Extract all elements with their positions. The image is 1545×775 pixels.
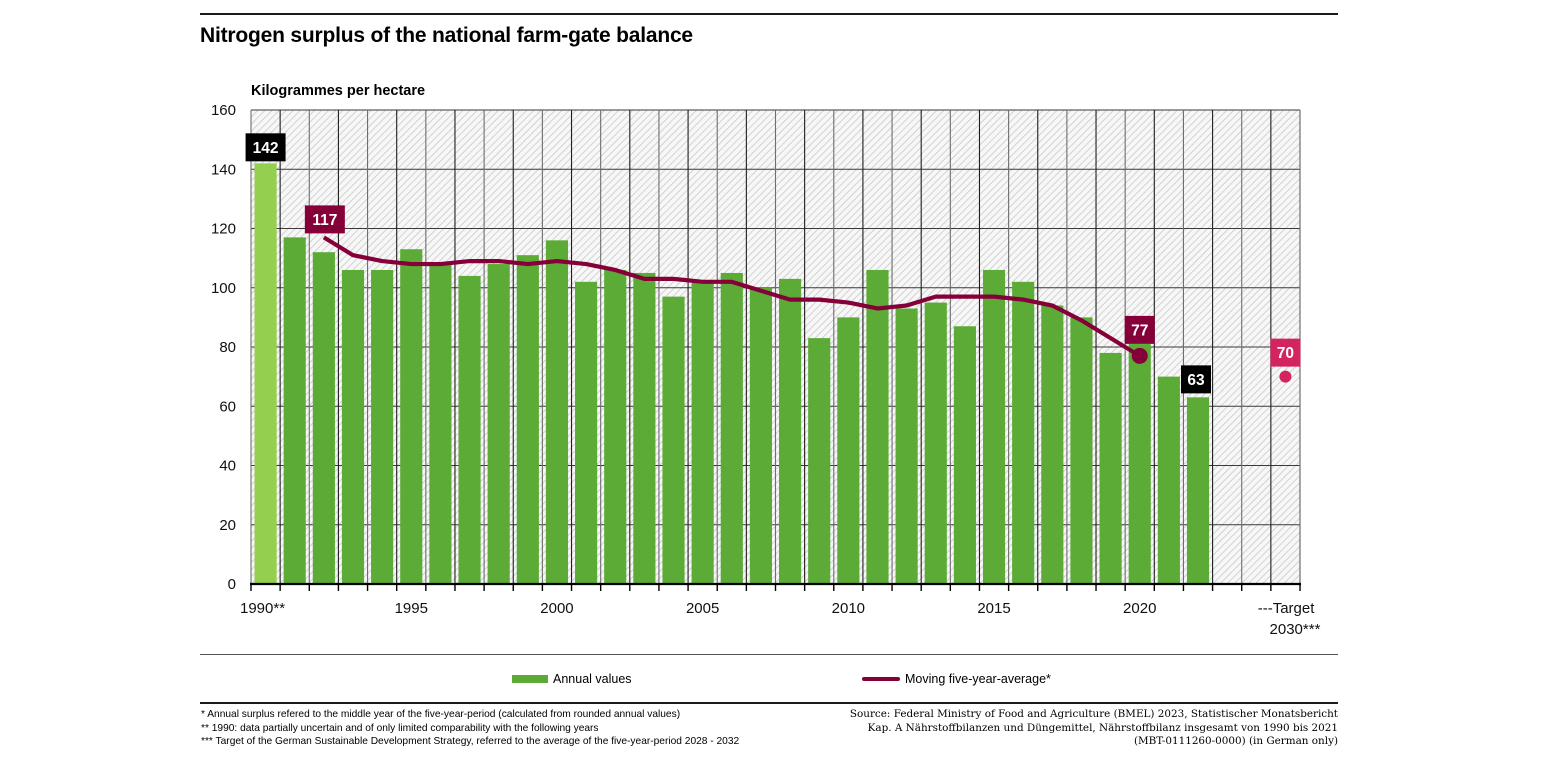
bar-1997 [458, 275, 481, 584]
legend-swatch-line [862, 677, 900, 681]
bar-2007 [749, 287, 773, 584]
x-tick-label: 2005 [686, 600, 719, 617]
y-tick-label: 120 [211, 221, 236, 238]
bar-1994 [371, 269, 394, 584]
data-label-142-text: 142 [253, 140, 279, 157]
source-line-3: (MBT-0111260-0000) (in German only) [1133, 735, 1338, 747]
y-tick-label: 100 [211, 280, 236, 297]
bar-2021 [1157, 376, 1180, 584]
data-label-63-text: 63 [1187, 372, 1205, 389]
data-label-77-text: 77 [1131, 322, 1148, 339]
x-tick-label: 2010 [832, 600, 865, 617]
x-tick-label-target: ---Target [1258, 600, 1316, 617]
source-note: Source: Federal Ministry of Food and Agr… [850, 708, 1338, 749]
data-label-117: 117 [304, 205, 345, 234]
data-label-117-text: 117 [312, 212, 337, 229]
bar-2008 [778, 278, 802, 584]
bar-2000 [545, 240, 569, 584]
bar-1991 [283, 237, 306, 584]
x-tick-label-target-year: 2030*** [1270, 621, 1321, 638]
footnote-rule [200, 702, 1338, 704]
data-label-142: 142 [245, 133, 286, 162]
bar-2010 [837, 317, 860, 584]
bar-1995 [400, 249, 423, 585]
moving-average-endpoint [1131, 347, 1148, 364]
legend-annual-values: Annual values [512, 672, 632, 686]
bar-1992 [312, 252, 335, 584]
gridlines [250, 109, 1301, 584]
data-label-117-box [304, 205, 345, 234]
x-tick-label: 1995 [395, 600, 428, 617]
legend-top-rule [200, 654, 1338, 655]
bar-1998 [487, 264, 510, 584]
bar-2014 [953, 326, 976, 584]
bar-2009 [808, 338, 831, 584]
bar-2012 [895, 308, 918, 584]
data-label-63-box [1181, 365, 1212, 394]
x-tick-label: 2020 [1123, 600, 1156, 617]
bar-2006 [720, 272, 743, 584]
footnote-1: * Annual surplus refered to the middle y… [201, 709, 681, 720]
bar-2020 [1128, 344, 1151, 584]
bar-2002 [604, 269, 627, 584]
bar-1990 [254, 163, 277, 584]
data-label-70: 70 [1270, 338, 1301, 367]
bar-2018 [1070, 317, 1093, 584]
source-line-2: Kap. A Nährstoffbilanzen und Düngemittel… [867, 721, 1338, 734]
source-line-1: Source: Federal Ministry of Food and Agr… [849, 708, 1338, 720]
bar-1999 [516, 255, 539, 584]
footnotes: * Annual surplus refered to the middle y… [201, 708, 739, 749]
data-label-77: 77 [1124, 315, 1155, 344]
x-tick-label: 1990** [240, 600, 285, 617]
bar-2011 [866, 269, 889, 584]
y-axis-label: Kilogrammes per hectare [251, 83, 425, 99]
footnote-2: ** 1990: data partially uncertain and of… [201, 722, 599, 734]
data-label-77-box [1124, 315, 1155, 344]
y-tick-label: 160 [211, 102, 236, 119]
footnote-3: *** Target of the German Sustainable Dev… [201, 736, 740, 747]
bar-2003 [633, 272, 656, 584]
bar-2016 [1012, 281, 1035, 584]
chart-title: Nitrogen surplus of the national farm-ga… [200, 24, 693, 47]
y-tick-label: 20 [219, 517, 236, 534]
bar-2015 [982, 269, 1006, 584]
data-label-70-text: 70 [1277, 345, 1294, 362]
bar-2022 [1186, 397, 1210, 584]
bar-2001 [575, 281, 598, 584]
target-2030-point [1279, 370, 1292, 383]
legend-label-moving: Moving five-year-average* [905, 672, 1051, 686]
data-label-142-box [245, 133, 286, 162]
bar-1996 [429, 264, 452, 584]
y-tick-label: 80 [219, 339, 236, 356]
x-tick-label: 2015 [977, 600, 1010, 617]
moving-average-line [322, 235, 1141, 358]
bar-1993 [341, 269, 365, 584]
x-tick-label: 2000 [540, 600, 573, 617]
top-rule [200, 13, 1338, 15]
legend-moving-average: Moving five-year-average* [862, 672, 1051, 686]
bar-series [254, 163, 1210, 585]
axes: 0 20 40 60 80 100 120 140 160 1990** 1995 2000 2005 2… [211, 102, 1321, 638]
y-tick-label: 60 [219, 398, 236, 415]
bar-2019 [1099, 352, 1122, 584]
data-label-70-box [1270, 338, 1301, 367]
bar-2013 [924, 302, 947, 584]
y-tick-label: 140 [211, 161, 236, 178]
y-tick-label: 0 [228, 576, 236, 593]
moving-average-series [322, 235, 1292, 383]
y-tick-label: 40 [219, 458, 236, 475]
bar-2005 [691, 281, 714, 584]
bar-2017 [1041, 305, 1064, 584]
data-label-63: 63 [1181, 365, 1212, 394]
bar-2004 [662, 296, 685, 584]
legend-label-annual: Annual values [553, 672, 632, 686]
legend-swatch-bar [512, 675, 548, 683]
data-labels: 142 117 77 63 70 [245, 133, 1301, 394]
